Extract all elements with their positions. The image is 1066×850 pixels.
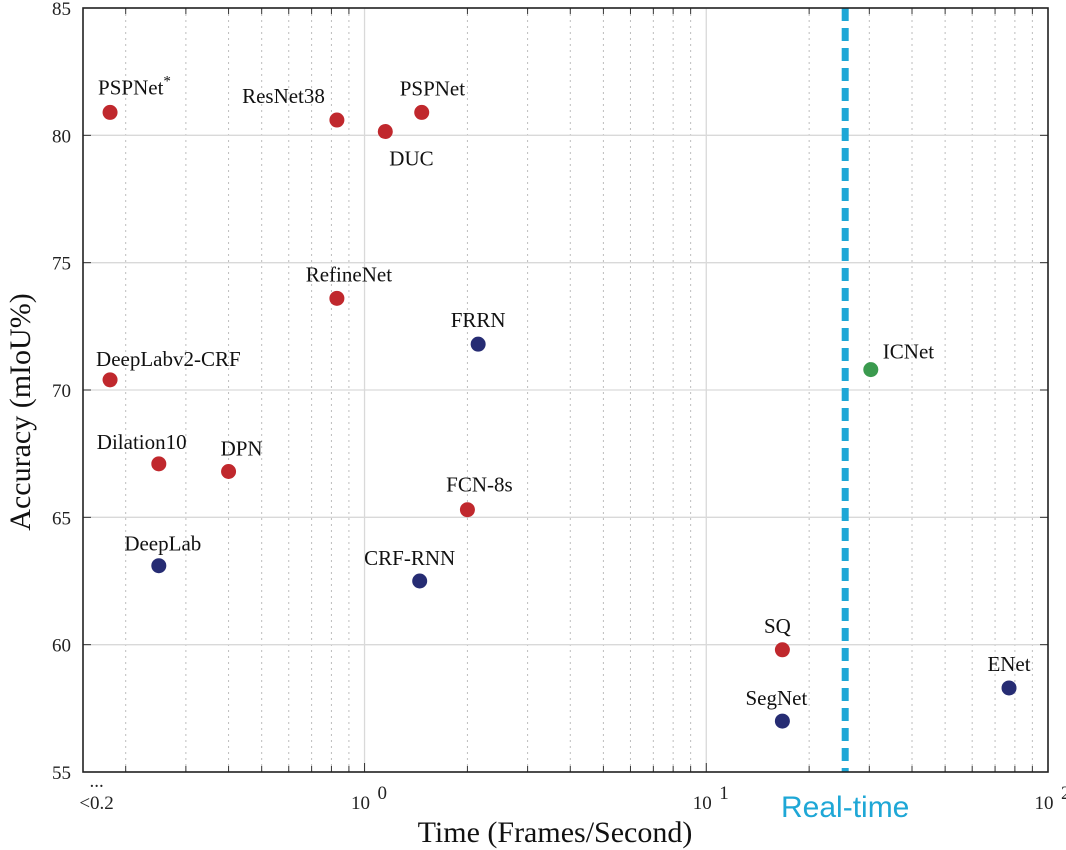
data-point xyxy=(151,456,167,472)
x-tick-label: <0.2 xyxy=(79,793,113,814)
plot-frame xyxy=(82,7,1049,773)
x-ellipsis-label: ... xyxy=(89,771,103,792)
x-tick-label: 10 xyxy=(351,793,370,814)
point-label: FRRN xyxy=(451,308,506,332)
data-point xyxy=(470,336,486,352)
y-tick-label: 55 xyxy=(52,763,71,784)
point-label: DeepLab xyxy=(124,532,201,556)
point-label: DPN xyxy=(221,436,263,460)
data-point xyxy=(414,104,430,120)
point-label: CRF-RNN xyxy=(364,546,455,570)
point-label: SQ xyxy=(764,614,791,638)
point-label: ENet xyxy=(987,652,1030,676)
realtime-label: Real-time xyxy=(781,791,909,824)
x-tick-label: 10 xyxy=(693,793,712,814)
data-point xyxy=(459,502,475,518)
point-label: Dilation10 xyxy=(97,430,187,454)
data-point xyxy=(102,372,118,388)
realtime-line: Real-time xyxy=(781,8,909,824)
y-tick-label: 75 xyxy=(52,254,71,275)
point-label: PSPNet xyxy=(400,76,466,100)
y-tick-label: 65 xyxy=(52,508,71,529)
x-tick-exponent: 1 xyxy=(719,783,729,804)
data-points: PSPNet* ResNet38 PSPNet DUC RefineNet FRRN Dee… xyxy=(96,73,1031,729)
data-point xyxy=(412,573,428,589)
point-label: ResNet38 xyxy=(242,84,325,108)
data-point xyxy=(774,713,790,729)
point-label: FCN-8s xyxy=(446,473,513,497)
y-tick-label: 60 xyxy=(52,636,71,657)
point-label-superscript: * xyxy=(163,73,171,89)
point-label: DUC xyxy=(389,147,433,171)
point-label: PSPNet* xyxy=(98,73,171,99)
data-point xyxy=(329,112,345,128)
data-point xyxy=(102,104,118,120)
point-label: RefineNet xyxy=(306,262,392,286)
axes: 55 60 65 70 75 80 85 <0.2 10 0 10 1 10 2... xyxy=(52,0,1066,814)
data-point xyxy=(377,124,393,140)
data-point xyxy=(1001,680,1017,696)
data-point xyxy=(863,362,879,378)
data-point xyxy=(151,558,167,574)
grid xyxy=(83,7,1049,773)
point-label: ICNet xyxy=(883,340,934,364)
x-tick-exponent: 0 xyxy=(378,783,388,804)
y-tick-label: 85 xyxy=(52,0,71,20)
x-tick-label: 10 xyxy=(1035,793,1054,814)
data-point xyxy=(221,463,237,479)
x-tick-exponent: 2 xyxy=(1061,783,1066,804)
point-label: SegNet xyxy=(745,686,807,710)
data-point xyxy=(774,642,790,658)
y-axis-label: Accuracy (mIoU%) xyxy=(4,293,37,530)
data-point xyxy=(329,290,345,306)
x-axis-label: Time (Frames/Second) xyxy=(418,816,693,849)
y-tick-label: 80 xyxy=(52,126,71,147)
point-label: DeepLabv2-CRF xyxy=(96,347,241,371)
y-tick-label: 70 xyxy=(52,381,71,402)
